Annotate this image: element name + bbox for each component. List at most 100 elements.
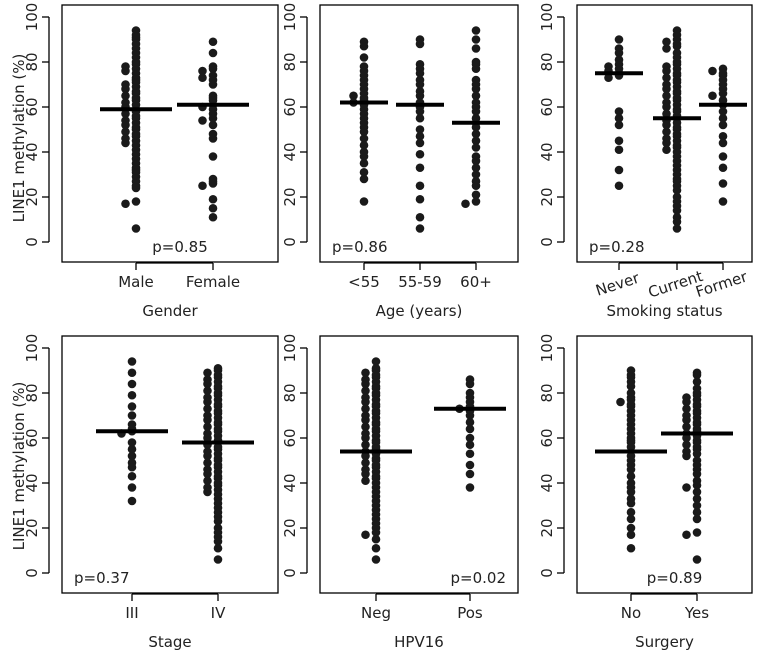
data-point xyxy=(718,131,728,141)
data-point xyxy=(371,555,381,564)
y-tick-label: 0 xyxy=(281,237,299,247)
panel-frame xyxy=(319,4,519,263)
data-point xyxy=(361,404,370,414)
y-tick-label: 20 xyxy=(538,187,556,206)
data-point xyxy=(349,91,358,101)
data-point xyxy=(718,197,728,206)
data-point xyxy=(208,80,218,89)
data-point xyxy=(127,411,137,420)
x-tick-label: III xyxy=(125,604,138,622)
y-tick-label: 100 xyxy=(538,334,556,363)
x-tick-label: Never xyxy=(593,269,642,300)
data-point xyxy=(208,113,218,123)
data-point xyxy=(471,44,481,53)
data-point xyxy=(415,149,425,159)
data-point xyxy=(614,113,624,123)
data-point xyxy=(692,487,702,497)
data-point xyxy=(121,127,130,137)
p-value-annotation: p=0.86 xyxy=(332,238,388,256)
data-point xyxy=(682,415,691,425)
data-point xyxy=(208,212,218,222)
data-point xyxy=(127,444,137,454)
data-point xyxy=(718,179,728,188)
data-point xyxy=(692,528,702,537)
data-point xyxy=(361,397,370,407)
x-axis-title: Age (years) xyxy=(376,302,463,320)
data-point xyxy=(415,113,425,123)
data-point xyxy=(121,138,130,148)
data-point xyxy=(415,131,425,141)
panel-frame xyxy=(61,335,279,594)
x-tick-label: 60+ xyxy=(460,273,492,291)
y-tick-label: 80 xyxy=(23,52,41,71)
data-point xyxy=(471,129,481,139)
data-point xyxy=(203,397,212,407)
data-point xyxy=(361,469,370,479)
data-point xyxy=(708,66,717,76)
data-point xyxy=(662,91,671,101)
data-point xyxy=(682,440,691,450)
data-point xyxy=(359,174,369,184)
data-point xyxy=(203,386,212,396)
p-value-annotation: p=0.37 xyxy=(74,569,130,587)
data-point xyxy=(471,156,481,166)
panel-1: 0 20 40 60 80 100 Male Female Gender p=0.85 xyxy=(23,3,279,320)
y-tick-label: 100 xyxy=(281,3,299,32)
data-point xyxy=(471,197,481,206)
data-point xyxy=(626,465,636,474)
y-tick-label: 60 xyxy=(538,97,556,116)
p-value-annotation: p=0.85 xyxy=(152,238,208,256)
data-point xyxy=(415,194,425,204)
x-tick-label: <55 xyxy=(348,273,380,291)
data-point xyxy=(361,458,370,468)
data-point xyxy=(614,165,624,175)
y-tick-label: 40 xyxy=(23,473,41,492)
data-point xyxy=(208,203,218,213)
data-point xyxy=(127,379,137,389)
data-point xyxy=(471,163,481,173)
data-point xyxy=(359,140,369,150)
data-point xyxy=(208,179,218,188)
data-point xyxy=(127,357,137,366)
y-tick-label: 80 xyxy=(281,52,299,71)
data-point xyxy=(121,84,130,94)
data-point xyxy=(662,37,671,47)
data-point xyxy=(127,451,137,461)
panel-6: 0 20 40 60 80 100 No Yes Surgery p=0.89 xyxy=(538,334,753,651)
data-point xyxy=(131,224,141,233)
data-point xyxy=(121,91,130,101)
data-point xyxy=(662,145,671,155)
data-point xyxy=(692,555,702,564)
data-point xyxy=(461,199,470,209)
data-point xyxy=(692,449,702,459)
data-point xyxy=(662,84,671,94)
data-point xyxy=(359,167,369,177)
x-tick-label: Yes xyxy=(684,604,709,622)
data-point xyxy=(361,379,370,389)
data-point xyxy=(692,507,702,517)
y-tick-label: 60 xyxy=(538,428,556,447)
data-point xyxy=(465,449,475,459)
data-point xyxy=(359,127,369,137)
y-tick-label: 20 xyxy=(281,518,299,537)
x-axis-title: Surgery xyxy=(635,633,694,651)
data-point xyxy=(626,381,636,391)
y-tick-label: 40 xyxy=(538,142,556,161)
data-point xyxy=(672,41,682,51)
data-point xyxy=(361,415,370,425)
p-value-annotation: p=0.02 xyxy=(451,569,507,587)
data-point xyxy=(213,537,223,546)
x-tick-label: 55-59 xyxy=(398,273,442,291)
data-point xyxy=(626,543,636,553)
data-point xyxy=(198,73,207,83)
data-point xyxy=(208,48,218,58)
data-point xyxy=(692,514,702,524)
data-point xyxy=(471,26,481,35)
panel-frame xyxy=(576,335,753,594)
data-point xyxy=(662,44,671,53)
data-point xyxy=(662,109,671,119)
y-tick-label: 80 xyxy=(281,383,299,402)
y-tick-label: 60 xyxy=(23,428,41,447)
